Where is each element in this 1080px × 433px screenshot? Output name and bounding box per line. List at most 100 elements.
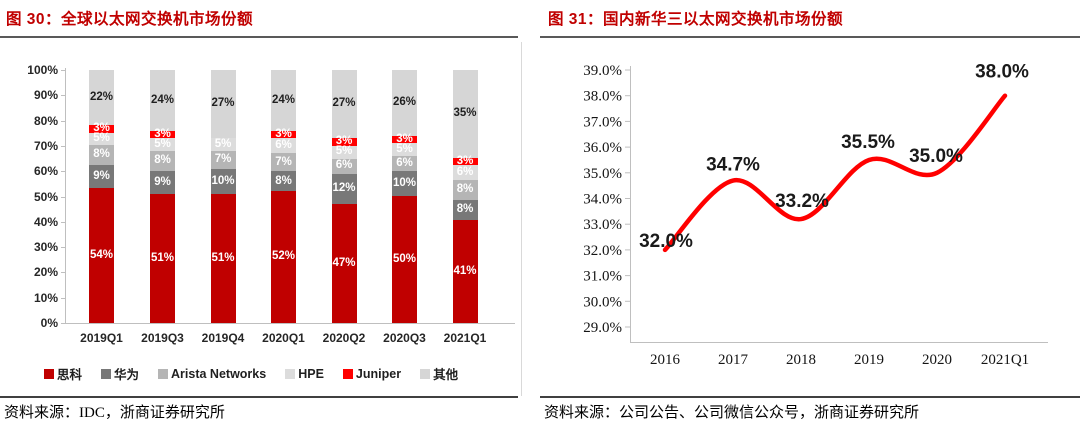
x-tick-label: 2020Q1 — [262, 331, 305, 345]
y-tick-label: 40% — [33, 214, 58, 229]
bar-segment: 22% — [89, 70, 114, 126]
bar-segment: 8% — [452, 200, 478, 221]
data-point-label: 38.0% — [975, 62, 1029, 83]
bar-segment-label: 3% — [275, 127, 292, 140]
y-tick-mark — [61, 196, 65, 198]
x-tick-label: 2021Q1 — [981, 352, 1029, 368]
figure-30-footer-rule — [0, 396, 518, 398]
legend-swatch — [285, 368, 296, 379]
figure-31-title-rule — [540, 36, 1080, 38]
y-tick-mark — [61, 70, 65, 71]
x-tick-label: 2019Q1 — [80, 331, 123, 345]
figure-30-stacked-bar-chart: 0% 10% 20% 30% 40% 50% 60% 70% 80% 90% 100% 22% 3% 5%… — [0, 0, 521, 433]
bar-segment-label: 22% — [89, 90, 114, 103]
figure-31-source: 资料来源：公司公告、公司微信公众号，浙商证券研究所 — [544, 405, 920, 421]
legend-label: Juniper — [355, 366, 402, 381]
bar-segment-label: 5% — [396, 142, 413, 155]
bar-segment: 6% — [271, 138, 296, 154]
bar-segment-label: 6% — [456, 165, 474, 178]
stacked-bar: 35% 3% 6% 8% 8% 41% — [452, 70, 478, 323]
bar-segment: 35% — [452, 70, 478, 158]
bar-segment: 3% — [271, 127, 296, 140]
y-tick-mark — [61, 323, 65, 324]
y-tick-label: 50% — [33, 189, 58, 204]
bar-segment: 6% — [452, 165, 478, 181]
bar-segment: 27% — [210, 70, 236, 139]
bar-segment-label: 6% — [396, 156, 413, 169]
bar-segment: 9% — [89, 165, 114, 188]
bar-segment-label: 9% — [154, 175, 171, 188]
bar-segment: 3% — [150, 128, 175, 139]
x-tick-label: 2019Q3 — [141, 331, 184, 345]
legend-label: 思科 — [57, 368, 83, 382]
legend-item-Juniper: Juniper — [342, 366, 402, 381]
bar-segment: 54% — [89, 187, 114, 323]
bar-segment: 8% — [452, 180, 478, 201]
bar-segment-label: 6% — [275, 139, 292, 152]
bar-segment: 24% — [271, 70, 296, 131]
y-tick-label: 10% — [33, 290, 58, 305]
bar-segment: 8% — [89, 145, 114, 166]
bar-segment-label: 7% — [275, 155, 292, 168]
y-tick-label: 0% — [40, 316, 58, 330]
bar-segment-label: 9% — [93, 169, 110, 182]
data-point-label: 33.2% — [775, 191, 829, 212]
x-tick-label: 2019 — [854, 352, 884, 368]
bar-segment-label: 50% — [392, 252, 417, 265]
bar-segment: 7% — [210, 150, 236, 169]
stacked-bar: 24% 3% 6% 7% 8% 52% — [271, 70, 296, 323]
bar-segment-label: 24% — [271, 93, 296, 106]
legend-item-思科: 思科 — [44, 364, 82, 383]
bar-segment-label: 26% — [392, 96, 417, 109]
line-series-path — [662, 93, 1008, 253]
bar-segment-label: 3% — [456, 154, 474, 167]
bar-segment: 10% — [392, 171, 417, 197]
y-tick-label: 30% — [33, 240, 58, 255]
figure-30-title-rule — [0, 36, 518, 38]
x-tick-label: 2019Q4 — [201, 331, 245, 345]
bar-segment: 9% — [150, 171, 175, 194]
bar-segment-label: 10% — [211, 174, 235, 187]
bar-segment: 26% — [392, 70, 417, 136]
bar-segment-label: 47% — [332, 256, 356, 269]
stacked-bar: 24% 3% 5% 8% 9% 51% — [150, 70, 175, 323]
legend-label: HPE — [298, 366, 324, 381]
bar-segment: 47% — [331, 204, 357, 323]
y-tick-label: 90% — [33, 88, 58, 103]
bar-segment-label: 8% — [456, 183, 474, 196]
figure-30-title: 图 30：全球以太网交换机市场份额 — [6, 11, 254, 28]
legend-label: 其他 — [433, 368, 459, 382]
legend-label: 华为 — [114, 368, 140, 382]
bar-segment-label: 5% — [154, 137, 171, 150]
figure-30-legend: 思科 华为 Arista Networks HPE Juniper 其他 — [44, 364, 458, 383]
bar-segment: 5% — [150, 138, 175, 151]
bar-segment-label: 7% — [214, 153, 232, 166]
bar-segment-label: 51% — [150, 251, 175, 264]
legend-item-华为: 华为 — [101, 364, 139, 383]
y-tick-label: 35.0% — [583, 166, 622, 182]
bar-segment: 3% — [392, 132, 417, 145]
bar-segment: 6% — [331, 158, 357, 174]
bar-segment-label: 41% — [453, 264, 477, 277]
bar-segment: 52% — [271, 191, 296, 323]
y-tick-label: 32.0% — [583, 243, 622, 259]
bar-segment: 7% — [271, 153, 296, 172]
bar-segment: 41% — [452, 220, 478, 323]
stacked-bar: 22% 3% 5% 8% 9% 54% — [89, 70, 114, 323]
legend-swatch — [342, 368, 353, 379]
bar-segment: 8% — [271, 171, 296, 192]
bar-segment-label: 12% — [332, 182, 356, 195]
stacked-bar: 27% 5% 7% 10% 51% — [210, 70, 236, 323]
bar-segment: 5% — [392, 143, 417, 156]
bar-segment-label: 5% — [214, 137, 232, 150]
bar-segment-label: 3% — [396, 132, 413, 145]
y-tick-label: 38.0% — [583, 89, 622, 105]
x-tick-label: 2018 — [786, 352, 816, 368]
y-tick-label: 60% — [33, 164, 58, 179]
legend-swatch — [101, 368, 112, 379]
y-tick-label: 20% — [33, 265, 58, 280]
bar-segment-label: 54% — [89, 248, 114, 261]
bar-segment-label: 6% — [335, 159, 353, 172]
y-tick-label: 80% — [33, 113, 58, 128]
bar-segment: 10% — [210, 168, 236, 194]
